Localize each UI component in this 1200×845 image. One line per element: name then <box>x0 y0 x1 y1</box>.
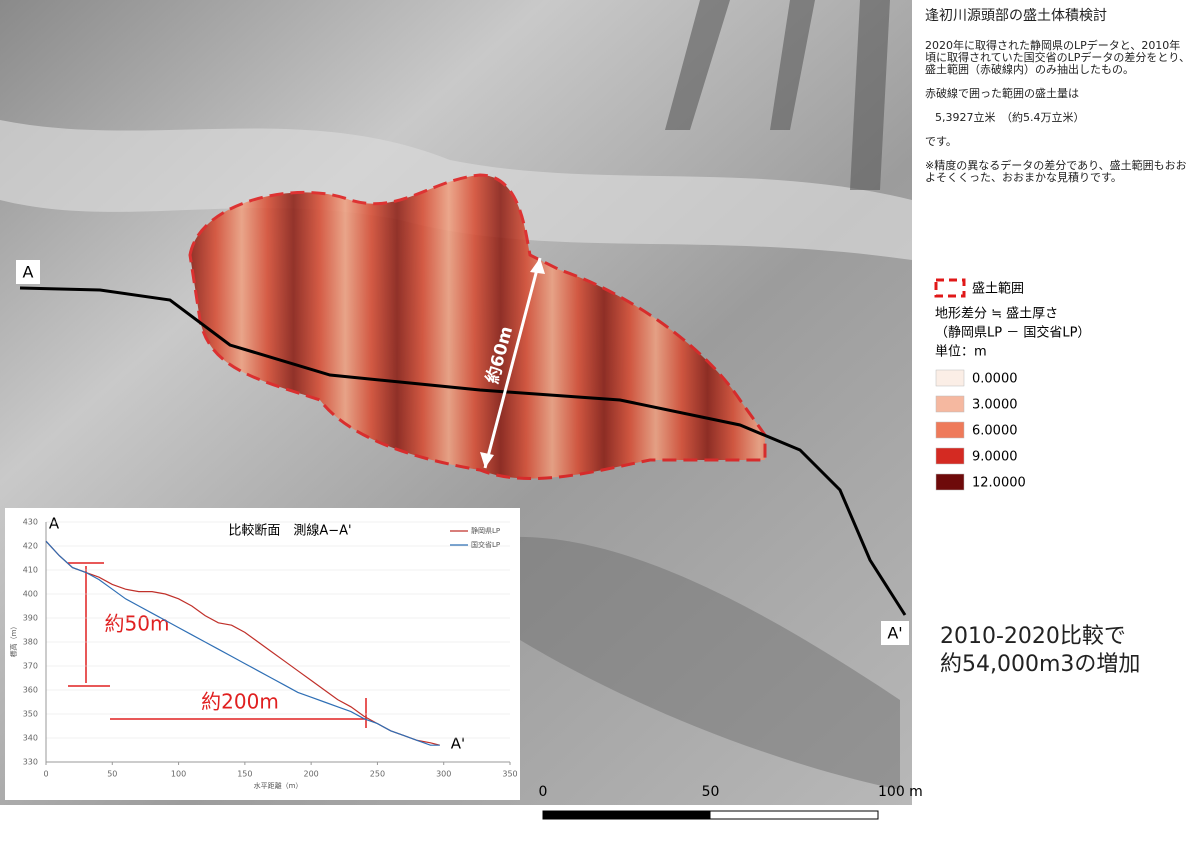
series-line <box>45 540 440 746</box>
legend-swatch <box>935 421 965 439</box>
slope-shade <box>480 536 900 790</box>
info-panel: 逢初川源頭部の盛土体積検討 2020年に取得された静岡県のLPデータと、2010… <box>925 8 1190 196</box>
width-arrow <box>483 257 542 469</box>
y-axis-label: 標高（m） <box>9 623 18 658</box>
scale-bar-label: 0 <box>539 784 548 800</box>
x-axis-label: 水平距離（m） <box>254 781 303 790</box>
legend-label: 6.0000 <box>972 424 1018 439</box>
description: です。 <box>925 135 957 148</box>
legend-label: 12.0000 <box>972 476 1026 491</box>
inset-chart: 比較断面 測線A−A' 水平距離（m） 標高（m） A A' 約50m 約200… <box>9 515 518 791</box>
title: 逢初川源頭部の盛土体積検討 <box>925 8 1107 24</box>
legend-label: 3.0000 <box>972 398 1018 413</box>
extent-icon <box>934 278 966 298</box>
legend-label: 国交省LP <box>471 540 500 549</box>
profile-end-label: A' <box>887 624 902 643</box>
x-tick-label: 100 <box>171 770 186 779</box>
legend-swatch <box>935 447 965 465</box>
chart-title: 比較断面 測線A−A' <box>228 523 351 539</box>
description: 2020年に取得された静岡県のLPデータと、2010年頃に取得されていた国交省の… <box>925 39 1190 76</box>
legend-label: 9.0000 <box>972 450 1018 465</box>
annotation: A <box>49 515 60 533</box>
label-box <box>881 621 909 645</box>
profile-line <box>19 286 907 616</box>
annotation: 約200m <box>201 690 279 714</box>
scale-bar-label: 50 <box>702 784 720 800</box>
y-tick-label: 420 <box>23 542 38 551</box>
label-box <box>16 260 40 284</box>
y-tick-label: 340 <box>23 734 38 743</box>
annotation: A' <box>451 735 465 753</box>
legend-classes: 0.0000 3.0000 6.0000 9.0000 12.0000 <box>935 369 1026 491</box>
y-tick-label: 430 <box>23 518 38 527</box>
description: 赤破線で囲った範囲の盛土量は <box>925 87 1079 100</box>
x-tick-label: 250 <box>370 770 385 779</box>
x-tick-label: 150 <box>237 770 252 779</box>
y-tick-label: 410 <box>23 566 38 575</box>
callout: 2010-2020比較で <box>940 624 1126 649</box>
legend-label: 静岡県LP <box>471 526 500 535</box>
y-tick-label: 350 <box>23 710 38 719</box>
y-tick-label: 330 <box>23 758 38 767</box>
legend-swatch <box>935 369 965 387</box>
profile-start-label: A <box>23 263 34 282</box>
legend-swatch <box>935 395 965 413</box>
note: ※精度の異なるデータの差分であり、盛土範囲もおおよそくくった、おおまかな見積りで… <box>925 159 1187 184</box>
callout: 約54,000m3の増加 <box>940 652 1140 677</box>
y-tick-label: 360 <box>23 686 38 695</box>
inset-chart-bg <box>5 508 520 800</box>
y-tick-label: 400 <box>23 590 38 599</box>
y-tick-label: 390 <box>23 614 38 623</box>
scale-bar-label: 100 m <box>878 784 923 800</box>
y-tick-label: 370 <box>23 662 38 671</box>
volume: 5,3927立米 （約5.4万立米） <box>935 111 1085 124</box>
scale-bar-segment <box>543 811 711 819</box>
legend-swatch <box>935 473 965 491</box>
annotation: 約50m <box>105 612 170 636</box>
structures <box>665 0 890 190</box>
x-tick-label: 0 <box>43 770 48 779</box>
x-tick-label: 350 <box>502 770 517 779</box>
x-tick-label: 50 <box>107 770 117 779</box>
legend-heading: （静岡県LP － 国交省LP） <box>935 325 1090 341</box>
x-tick-label: 200 <box>304 770 319 779</box>
fill-extent <box>188 173 767 481</box>
legend-label: 0.0000 <box>972 372 1018 387</box>
legend-heading: 地形差分 ≒ 盛土厚さ <box>935 307 1058 322</box>
legend-heading: 単位：m <box>935 344 987 360</box>
legend-extent-label: 盛土範囲 <box>972 282 1024 297</box>
y-tick-label: 380 <box>23 638 38 647</box>
scale-bar: 0 50 100 m <box>539 784 923 820</box>
x-tick-label: 300 <box>436 770 451 779</box>
